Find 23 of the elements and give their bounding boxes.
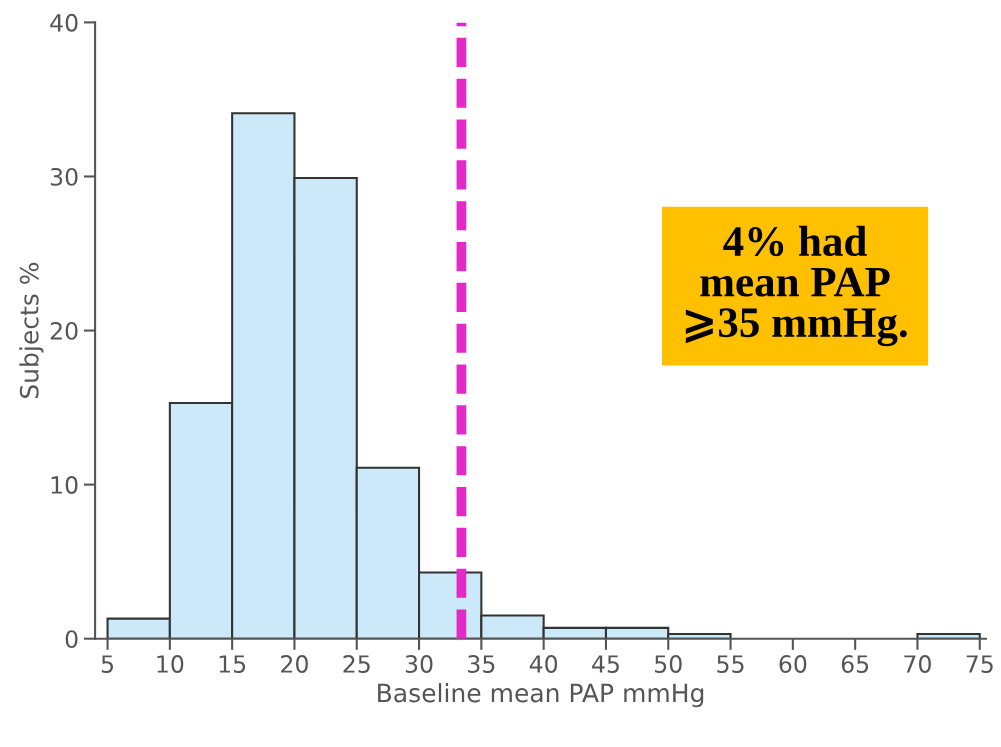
y-tick-label: 30 (50, 167, 78, 186)
annotation: 4% had mean PAP ⩾35 mmHg. (685, 225, 907, 347)
x-axis-title: Baseline mean PAP mmHg (378, 683, 704, 708)
x-tick-label: 15 (219, 655, 246, 673)
x-tick-label: 25 (343, 655, 370, 673)
x-tick-label: 30 (405, 655, 433, 673)
y-tick-label: 10 (51, 476, 78, 494)
x-tick-label: 75 (966, 655, 993, 673)
y-tick-label: 40 (50, 13, 78, 32)
x-tick-label: 20 (281, 655, 308, 673)
y-tick-label: 0 (65, 630, 78, 648)
x-tick-label: 65 (841, 655, 869, 673)
x-tick-label: 5 (101, 655, 113, 673)
y-axis-title: Subjects % (19, 262, 44, 398)
x-tick-label: 10 (157, 655, 184, 673)
x-tick-label: 55 (717, 655, 744, 673)
x-tick-label: 70 (904, 655, 931, 673)
x-tick-label: 50 (655, 655, 682, 673)
x-tick-label: 60 (779, 655, 807, 673)
x-tick-label: 40 (529, 655, 558, 673)
x-tick-label: 45 (592, 655, 619, 673)
y-tick-label: 20 (50, 321, 78, 340)
x-tick-label: 35 (468, 655, 495, 673)
